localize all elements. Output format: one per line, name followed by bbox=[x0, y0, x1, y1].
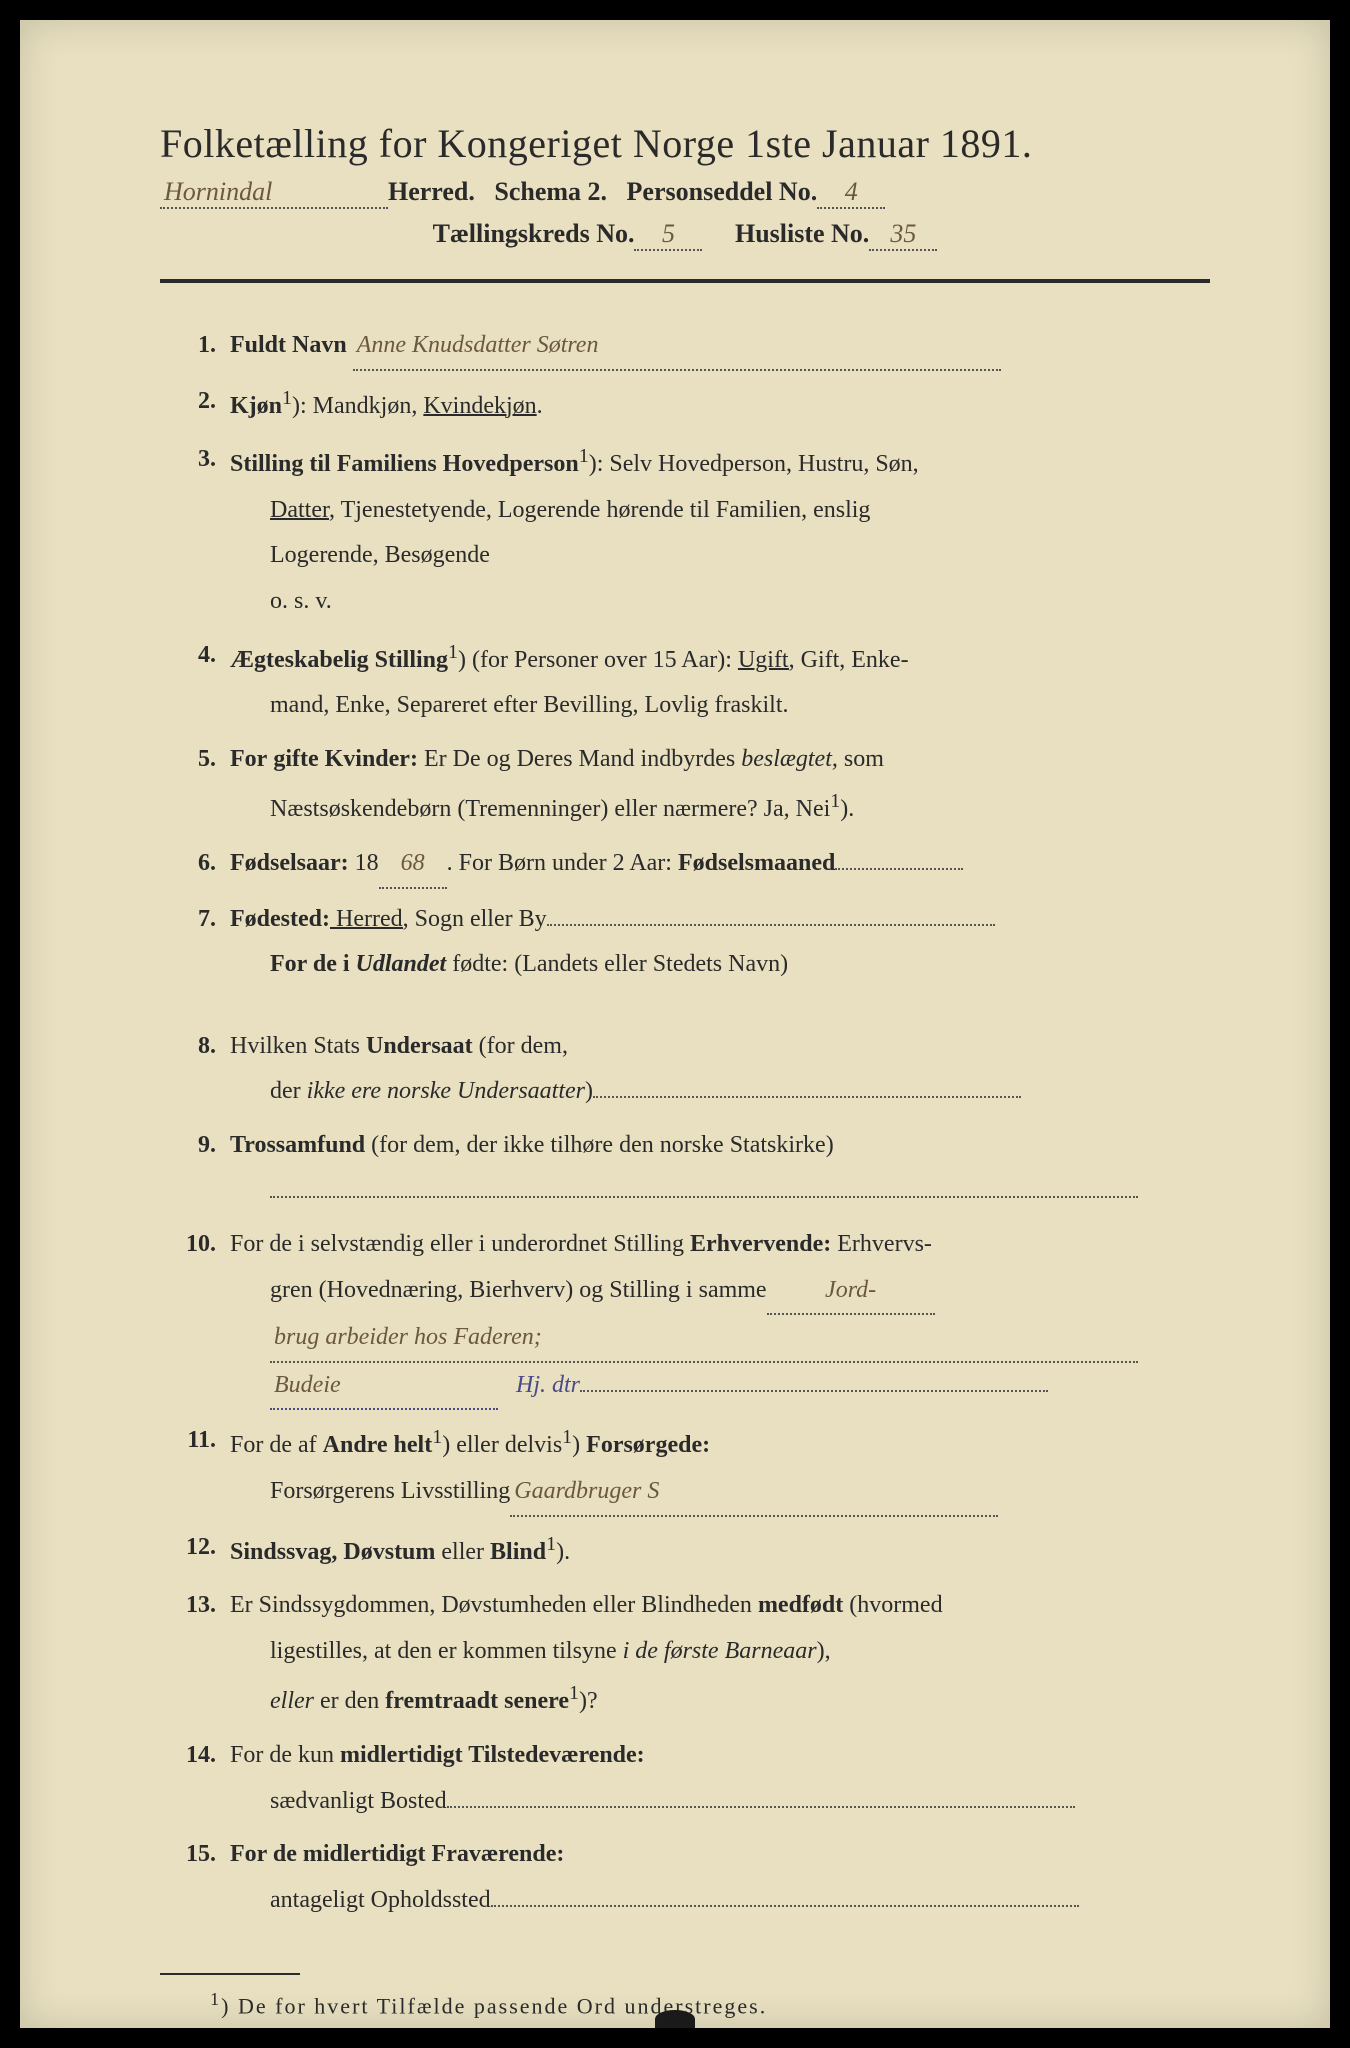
item-2: 2. Kjøn1): Mandkjøn, Kvindekjøn. bbox=[160, 379, 1210, 430]
item-11: 11. For de af Andre helt1) eller delvis1… bbox=[160, 1418, 1210, 1516]
item-10: 10. For de i selvstændig eller i underor… bbox=[160, 1222, 1210, 1410]
value-10c: Budeie bbox=[270, 1363, 498, 1411]
value-2: Kvindekjøn bbox=[423, 393, 536, 419]
personseddel-label: Personseddel No. bbox=[627, 177, 818, 206]
herred-label: Herred. bbox=[388, 177, 475, 206]
item-8: 8. Hvilken Stats Undersaat (for dem, der… bbox=[160, 1024, 1210, 1115]
footnote: 1) De for hvert Tilfælde passende Ord un… bbox=[210, 1989, 1210, 2019]
value-6: 68 bbox=[379, 841, 447, 889]
document-page: Folketælling for Kongeriget Norge 1ste J… bbox=[20, 20, 1330, 2028]
main-title: Folketælling for Kongeriget Norge 1ste J… bbox=[160, 120, 1210, 167]
item-number: 2. bbox=[160, 379, 230, 430]
header-divider bbox=[160, 279, 1210, 283]
item-number: 4. bbox=[160, 633, 230, 729]
label-6: Fødselsaar: bbox=[230, 850, 349, 876]
label-11: Forsørgede: bbox=[586, 1432, 710, 1458]
item-number: 1. bbox=[160, 323, 230, 371]
label-8: Undersaat bbox=[366, 1033, 473, 1059]
value-1: Anne Knudsdatter Søtren bbox=[353, 323, 1001, 371]
item-15: 15. For de midlertidigt Fraværende: anta… bbox=[160, 1832, 1210, 1923]
item-12: 12. Sindssvag, Døvstum eller Blind1). bbox=[160, 1525, 1210, 1576]
item-number: 6. bbox=[160, 841, 230, 889]
item-3: 3. Stilling til Familiens Hovedperson1):… bbox=[160, 437, 1210, 624]
item-5: 5. For gifte Kvinder: Er De og Deres Man… bbox=[160, 737, 1210, 833]
herred-value: Hornindal bbox=[160, 177, 388, 209]
item-number: 9. bbox=[160, 1123, 230, 1214]
item-6: 6. Fødselsaar: 1868. For Børn under 2 Aa… bbox=[160, 841, 1210, 889]
scan-frame: Folketælling for Kongeriget Norge 1ste J… bbox=[0, 0, 1350, 2048]
label-9: Trossamfund bbox=[230, 1132, 365, 1158]
value-11: Gaardbruger S bbox=[510, 1469, 998, 1517]
label-14: midlertidigt Tilstedeværende: bbox=[340, 1742, 645, 1768]
footnote-divider bbox=[160, 1973, 300, 1975]
value-10d: Hj. dtr bbox=[516, 1372, 580, 1398]
item-number: 11. bbox=[160, 1418, 230, 1516]
label-4: Ægteskabelig Stilling bbox=[230, 647, 448, 673]
value-10a: Jord- bbox=[767, 1268, 935, 1316]
label-12: Sindssvag, Døvstum bbox=[230, 1539, 435, 1565]
item-14: 14. For de kun midlertidigt Tilstedevære… bbox=[160, 1733, 1210, 1824]
value-3: Datter, bbox=[270, 497, 335, 523]
label-5: gifte Kvinder: bbox=[273, 746, 418, 772]
header-line-2: HornindalHerred. Schema 2. Personseddel … bbox=[160, 177, 1210, 209]
taellingskreds-no: 5 bbox=[634, 219, 702, 251]
label-15: For de midlertidigt Fraværende: bbox=[230, 1841, 564, 1867]
label-10: Erhvervende: bbox=[690, 1231, 831, 1257]
husliste-label: Husliste No. bbox=[735, 219, 869, 248]
item-number: 12. bbox=[160, 1525, 230, 1576]
label-2: Kjøn bbox=[230, 393, 282, 419]
form-body: 1. Fuldt Navn Anne Knudsdatter Søtren 2.… bbox=[160, 323, 1210, 1923]
personseddel-no: 4 bbox=[817, 177, 885, 209]
item-number: 8. bbox=[160, 1024, 230, 1115]
label-1: Fuldt Navn bbox=[230, 332, 347, 358]
value-7: Herred, bbox=[330, 906, 409, 932]
label-3: Stilling til Familiens Hovedperson bbox=[230, 451, 579, 477]
item-13: 13. Er Sindssygdommen, Døvstumheden elle… bbox=[160, 1583, 1210, 1725]
item-number: 13. bbox=[160, 1583, 230, 1725]
husliste-no: 35 bbox=[869, 219, 937, 251]
header-line-3: Tællingskreds No.5 Husliste No.35 bbox=[160, 219, 1210, 251]
item-number: 14. bbox=[160, 1733, 230, 1824]
item-7: 7. Fødested: Herred, Sogn eller By For d… bbox=[160, 897, 1210, 988]
taellingskreds-label: Tællingskreds No. bbox=[433, 219, 635, 248]
label-13a: medfødt bbox=[758, 1592, 843, 1618]
item-number: 5. bbox=[160, 737, 230, 833]
item-number: 10. bbox=[160, 1222, 230, 1410]
schema-label: Schema 2. bbox=[494, 177, 607, 206]
header: Folketælling for Kongeriget Norge 1ste J… bbox=[160, 120, 1210, 251]
item-1: 1. Fuldt Navn Anne Knudsdatter Søtren bbox=[160, 323, 1210, 371]
item-9: 9. Trossamfund (for dem, der ikke tilhør… bbox=[160, 1123, 1210, 1214]
page-tear bbox=[655, 2010, 695, 2028]
label-7: Fødested: bbox=[230, 906, 330, 932]
value-10b: brug arbeider hos Faderen; bbox=[270, 1315, 1138, 1363]
item-4: 4. Ægteskabelig Stilling1) (for Personer… bbox=[160, 633, 1210, 729]
item-number: 15. bbox=[160, 1832, 230, 1923]
item-number: 7. bbox=[160, 897, 230, 988]
value-4: Ugift, bbox=[738, 647, 795, 673]
item-number: 3. bbox=[160, 437, 230, 624]
label-13b: fremtraadt senere bbox=[385, 1688, 569, 1714]
